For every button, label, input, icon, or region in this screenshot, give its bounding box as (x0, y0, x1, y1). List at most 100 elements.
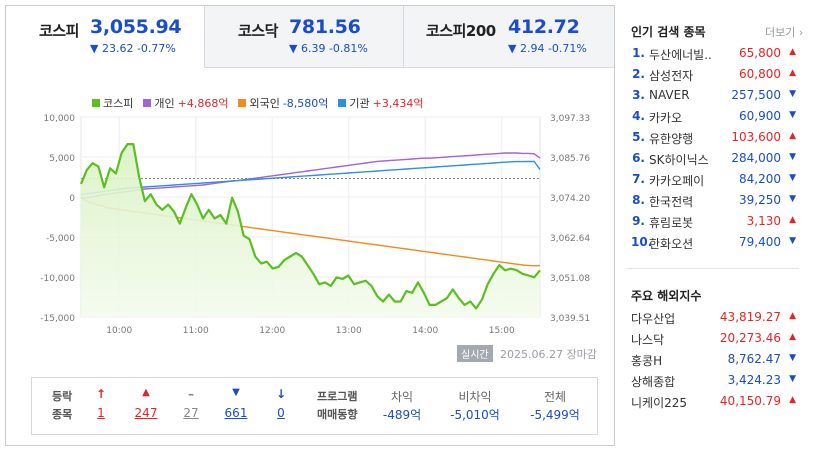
right-tick-label: 3,074.20 (550, 194, 590, 204)
popular-name: 휴림로봇 (649, 216, 694, 230)
market-index-panel: 코스피 3,055.94 ▼ 23.62 -0.77% 코스닥 781.56 ▼… (5, 5, 615, 446)
tab-change: ▼ 23.62 -0.77% (90, 42, 176, 55)
program-col-value: -5,010억 (450, 408, 500, 422)
popular-price: 284,000 (731, 151, 781, 165)
more-label: 더보기 (765, 26, 796, 39)
legend-institution: 기관 +3,434억 (338, 95, 424, 111)
rise-count[interactable]: 247 (134, 406, 158, 420)
world-index-name: 니케이225 (631, 396, 688, 410)
legend-foreign: 외국인 -8,580억 (238, 95, 328, 111)
legend-individual: 개인 +4,868억 (143, 95, 228, 111)
upper-limit-count[interactable]: 1 (97, 406, 105, 420)
world-title: 주요 해외지수 (631, 289, 702, 303)
world-index-name: 나스닥 (631, 333, 665, 347)
unchanged-count[interactable]: 27 (183, 406, 199, 420)
world-index-name: 홍콩H (631, 354, 663, 368)
popular-item[interactable]: 5. 유한양행 103,600 ▲ (627, 127, 799, 148)
tab-kospi200[interactable]: 코스피200 412.72 ▼ 2.94 -0.71% (404, 6, 614, 68)
up-arrow-icon: ▲ (789, 131, 796, 141)
realtime-badge: 실시간 (457, 345, 493, 362)
popular-name: 카카오 (649, 111, 683, 125)
tab-value: 412.72 (508, 16, 580, 38)
popular-name: 삼성전자 (649, 69, 694, 83)
tab-value: 3,055.94 (90, 16, 182, 38)
popular-item[interactable]: 6. SK하이닉스 284,000 ▼ (627, 148, 799, 169)
popular-rank: 7. (632, 172, 645, 186)
legend-label: 기관 (349, 97, 370, 110)
tab-kospi[interactable]: 코스피 3,055.94 ▼ 23.62 -0.77% (6, 6, 205, 68)
world-index-value: 3,424.23 (727, 373, 781, 387)
popular-item[interactable]: 7. 카카오페이 84,200 ▼ (627, 169, 799, 190)
x-tick-label: 14:00 (412, 326, 438, 336)
world-index-item[interactable]: 상해종합 3,424.23 ▼ (627, 370, 799, 391)
individual-line (80, 152, 541, 200)
institution-line (80, 160, 541, 196)
fall-count[interactable]: 661 (224, 406, 248, 420)
program-col-value: -5,499억 (530, 408, 580, 422)
breadth-label: 종목 (52, 408, 73, 421)
tab-kosdaq[interactable]: 코스닥 781.56 ▼ 6.39 -0.81% (205, 6, 404, 68)
down-arrow-icon: ▼ (789, 173, 796, 183)
chart-legend: 코스피 개인 +4,868억 외국인 -8,580억 기관 +3,434억 (92, 95, 424, 111)
program-label: 프로그램 (317, 390, 358, 403)
down-arrow-icon: ▼ (789, 152, 796, 162)
popular-item[interactable]: 4. 카카오 60,900 ▼ (627, 106, 799, 127)
x-tick-label: 12:00 (259, 326, 285, 336)
popular-item[interactable]: 2. 삼성전자 60,800 ▲ (627, 64, 799, 85)
program-col-value: -489억 (382, 408, 422, 422)
popular-price: 39,250 (739, 193, 781, 207)
x-tick-label: 15:00 (489, 326, 515, 336)
popular-rank: 10. (631, 235, 653, 249)
popular-item[interactable]: 9. 휴림로봇 3,130 ▲ (627, 211, 799, 232)
tab-name: 코스닥 (238, 22, 278, 40)
intraday-chart: 10,000 5,000 0 -5,000 -10,000 -15,000 3,097.3… (40, 114, 590, 336)
popular-price: 257,500 (731, 88, 781, 102)
tab-value: 781.56 (289, 16, 361, 38)
world-index-item[interactable]: 다우산업 43,819.27 ▲ (627, 307, 799, 328)
world-index-item[interactable]: 나스닥 20,273.46 ▲ (627, 328, 799, 349)
popular-price: 79,400 (739, 235, 781, 249)
chevron-right-icon: › (795, 26, 804, 39)
popular-name: 카카오페이 (649, 174, 705, 188)
program-col-header: 비차익 (458, 390, 492, 404)
kospi-line (79, 143, 541, 310)
popular-item[interactable]: 1. 두산에너빌.. 65,800 ▲ (627, 43, 799, 64)
left-tick-label: 0 (69, 194, 75, 204)
popular-name: 한국전력 (649, 195, 694, 209)
sidebar-divider (627, 268, 799, 269)
world-index-name: 다우산업 (631, 312, 676, 326)
popular-item[interactable]: 10. 한화오션 79,400 ▼ (627, 232, 799, 253)
program-col-header: 전체 (543, 390, 567, 404)
lower-limit-count[interactable]: 0 (277, 406, 285, 420)
right-tick-label: 3,085.76 (550, 154, 590, 164)
popular-price: 84,200 (739, 172, 781, 186)
index-tabs: 코스피 3,055.94 ▼ 23.62 -0.77% 코스닥 781.56 ▼… (6, 6, 614, 68)
popular-name: SK하이닉스 (649, 153, 709, 167)
up-arrow-icon: ▲ (789, 311, 796, 321)
popular-rank: 6. (632, 151, 645, 165)
world-index-value: 43,819.27 (719, 310, 781, 324)
program-col-header: 차익 (390, 390, 414, 404)
popular-price: 103,600 (731, 130, 781, 144)
world-index-item[interactable]: 홍콩H 8,762.47 ▼ (627, 349, 799, 370)
popular-item[interactable]: 8. 한국전력 39,250 ▼ (627, 190, 799, 211)
popular-rank: 1. (632, 46, 645, 60)
up-arrow-icon: ▲ (789, 68, 796, 78)
more-link[interactable]: 더보기 › (765, 24, 803, 40)
popular-price: 60,900 (739, 109, 781, 123)
unchanged-icon: – (188, 387, 194, 401)
popular-name: 유한양행 (649, 132, 694, 146)
popular-price: 65,800 (739, 46, 781, 60)
world-index-item[interactable]: 니케이225 40,150.79 ▲ (627, 391, 799, 412)
down-arrow-icon: ▼ (789, 194, 796, 204)
popular-rank: 9. (632, 214, 645, 228)
tab-change: ▼ 6.39 -0.81% (289, 42, 368, 55)
legend-label: 개인 (154, 97, 175, 110)
down-arrow-icon: ▼ (789, 89, 796, 99)
legend-swatch (143, 99, 152, 107)
program-label: 매매동향 (317, 408, 358, 421)
popular-item[interactable]: 3. NAVER 257,500 ▼ (627, 85, 799, 106)
market-breadth-panel: 등락 종목 ↑ 1 ▲ 247 – 27 ▼ 661 ↓ 0 프로그램 매매동향… (31, 377, 598, 435)
popular-rank: 8. (632, 193, 645, 207)
legend-value: +4,868억 (177, 97, 229, 110)
